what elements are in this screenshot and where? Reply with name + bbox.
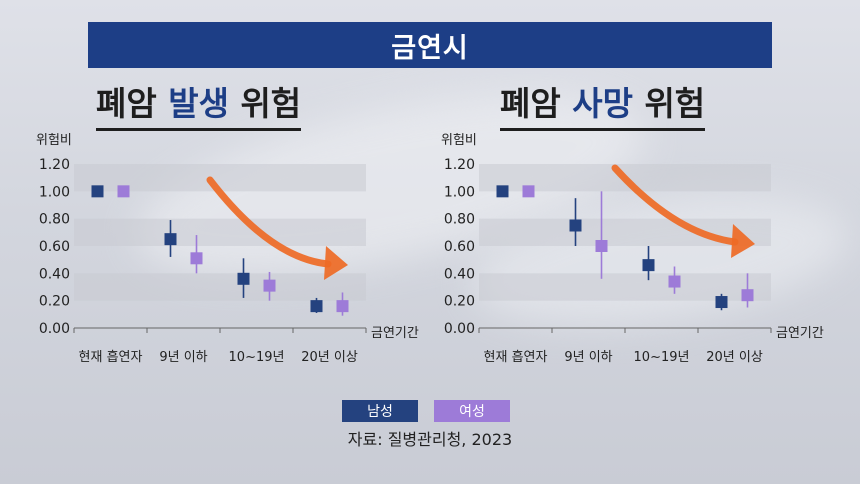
y-tick-label: 0.20 bbox=[444, 294, 475, 310]
y-tick-label: 1.20 bbox=[444, 157, 475, 173]
x-tick-label: 10~19년 bbox=[229, 350, 285, 365]
y-tick-label: 0.60 bbox=[39, 239, 70, 255]
y-tick-label: 1.20 bbox=[39, 157, 70, 173]
panel-title-post: 위험 bbox=[632, 84, 706, 123]
data-point bbox=[595, 240, 608, 252]
x-tick-label: 9년 이하 bbox=[564, 350, 612, 365]
source-note: 자료: 질병관리청, 2023 bbox=[347, 430, 513, 449]
y-axis-title: 위험비 bbox=[441, 133, 477, 148]
data-point bbox=[91, 185, 104, 198]
panel-title-post: 위험 bbox=[228, 84, 302, 123]
data-point bbox=[190, 252, 203, 265]
x-tick-label: 현재 흡연자 bbox=[484, 350, 548, 365]
y-tick-label: 0.00 bbox=[39, 321, 70, 337]
grid-band bbox=[74, 273, 366, 301]
y-tick-label: 0.20 bbox=[39, 294, 70, 310]
y-tick-label: 0.00 bbox=[444, 321, 475, 337]
panel-title-pre: 폐암 bbox=[96, 84, 169, 123]
y-tick-label: 0.40 bbox=[444, 266, 475, 282]
data-point bbox=[668, 275, 681, 288]
legend-male: 남성 bbox=[342, 400, 418, 422]
panel-title-incidence: 폐암 발생 위험 bbox=[96, 84, 302, 131]
data-point bbox=[715, 296, 728, 309]
data-point bbox=[741, 289, 754, 302]
x-tick-label: 9년 이하 bbox=[159, 350, 207, 365]
data-point bbox=[237, 272, 250, 285]
panel-title-highlight: 발생 bbox=[168, 84, 229, 123]
data-point bbox=[117, 185, 130, 198]
trend-arrow-head bbox=[324, 246, 348, 280]
data-point bbox=[569, 219, 582, 232]
x-axis-title: 금연기간 bbox=[371, 326, 419, 341]
panel-title-highlight: 사망 bbox=[572, 84, 633, 123]
x-tick-label: 20년 이상 bbox=[706, 350, 763, 365]
trend-arrow-head bbox=[731, 224, 755, 258]
trend-arrow bbox=[206, 176, 332, 268]
panel-title-pre: 폐암 bbox=[500, 84, 573, 123]
data-point bbox=[310, 300, 323, 313]
y-tick-label: 0.80 bbox=[444, 212, 475, 228]
data-point bbox=[263, 279, 276, 292]
data-point bbox=[642, 259, 655, 272]
trend-arrow bbox=[611, 164, 739, 246]
data-point bbox=[522, 185, 535, 198]
header-title: 금연시 bbox=[88, 22, 772, 68]
y-tick-label: 0.40 bbox=[39, 266, 70, 282]
data-point bbox=[164, 233, 177, 246]
data-point bbox=[496, 185, 509, 198]
x-axis-title: 금연기간 bbox=[776, 326, 824, 341]
y-tick-label: 0.80 bbox=[39, 212, 70, 228]
x-tick-label: 20년 이상 bbox=[301, 350, 358, 365]
y-axis-title: 위험비 bbox=[36, 133, 72, 148]
y-tick-label: 0.60 bbox=[444, 239, 475, 255]
legend-female: 여성 bbox=[434, 400, 510, 422]
x-tick-label: 10~19년 bbox=[634, 350, 690, 365]
panel-title-mortality: 폐암 사망 위험 bbox=[500, 84, 706, 131]
y-tick-label: 1.00 bbox=[444, 184, 475, 200]
grid-band bbox=[74, 218, 366, 246]
y-tick-label: 1.00 bbox=[39, 184, 70, 200]
data-point bbox=[336, 300, 349, 313]
x-tick-label: 현재 흡연자 bbox=[79, 350, 143, 365]
